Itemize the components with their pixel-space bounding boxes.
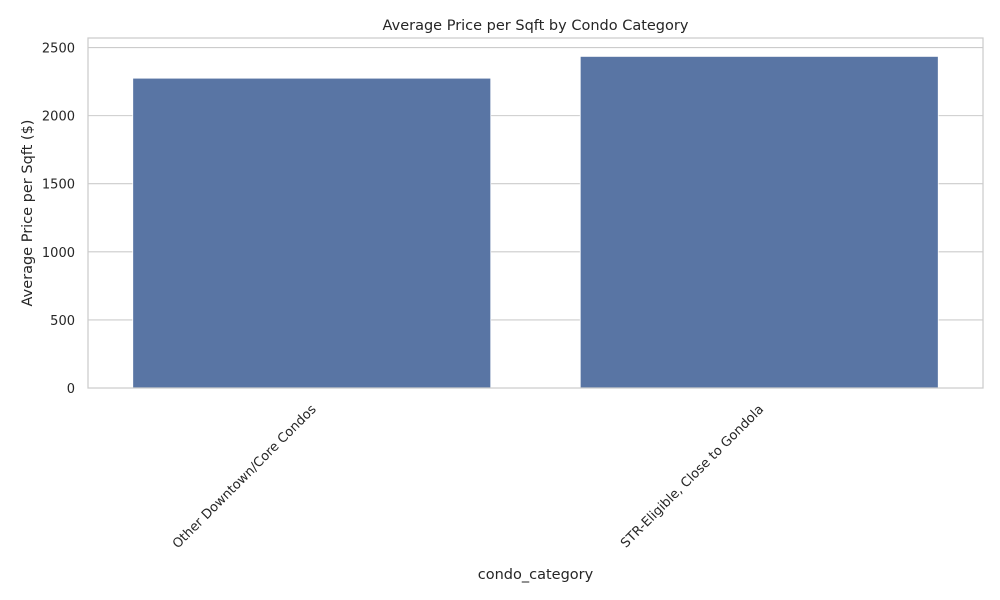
x-tick-label: Other Downtown/Core Condos xyxy=(170,402,320,552)
chart-title: Average Price per Sqft by Condo Category xyxy=(383,18,689,34)
y-tick-label: 1000 xyxy=(42,246,75,261)
y-tick-label: 500 xyxy=(50,314,75,329)
x-tick-label: STR-Eligible, Close to Gondola xyxy=(618,402,767,551)
y-tick-labels: 0 500 1000 1500 2000 2500 xyxy=(42,42,75,397)
bar xyxy=(132,77,492,389)
y-tick-label: 0 xyxy=(67,382,75,397)
y-tick-label: 1500 xyxy=(42,178,75,193)
y-tick-label: 2000 xyxy=(42,110,75,125)
bars xyxy=(132,55,939,389)
y-tick-label: 2500 xyxy=(42,42,75,57)
bar xyxy=(579,55,939,389)
x-tick-labels: Other Downtown/Core Condos STR-Eligible, … xyxy=(170,402,767,552)
plot-frame xyxy=(87,37,984,389)
x-axis-label: condo_category xyxy=(478,567,594,583)
y-axis-label: Average Price per Sqft ($) xyxy=(20,120,36,307)
